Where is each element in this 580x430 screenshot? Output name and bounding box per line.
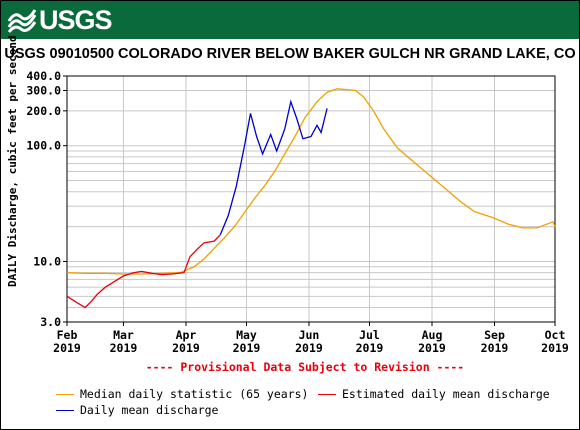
x-tick-label-year: 2019 [233, 341, 261, 355]
x-tick-label-month: May [236, 328, 257, 342]
provisional-note: ---- Provisional Data Subject to Revisio… [145, 360, 465, 374]
usgs-banner: USGS [1, 1, 579, 39]
x-tick-label-year: 2019 [110, 341, 138, 355]
x-tick-label-year: 2019 [481, 341, 509, 355]
y-tick-label: 100.0 [26, 139, 61, 153]
y-tick-label: 200.0 [26, 104, 61, 118]
x-tick-label-month: Oct [545, 328, 566, 342]
x-tick-label-year: 2019 [356, 341, 384, 355]
x-tick-label-month: Mar [113, 328, 134, 342]
x-tick-label-year: 2019 [541, 341, 569, 355]
series-line-0 [66, 88, 556, 275]
legend-label-median: Median daily statistic (65 years) [80, 387, 309, 401]
series-line-2 [219, 99, 328, 236]
x-tick-label-year: 2019 [418, 341, 446, 355]
x-tick-label-month: Sep [484, 328, 505, 342]
series-line-1 [66, 234, 221, 309]
usgs-wave-icon [7, 9, 37, 33]
y-tick-label: 300.0 [26, 83, 61, 97]
x-tick-label-month: Jul [359, 328, 380, 342]
y-axis-label: DAILY Discharge, cubic feet per second [6, 35, 19, 287]
legend-swatch-daily [56, 409, 74, 411]
legend-label-daily: Daily mean discharge [80, 403, 219, 417]
plot-area [66, 75, 556, 323]
page-title: USGS 09010500 COLORADO RIVER BELOW BAKER… [4, 46, 576, 62]
x-tick-label-month: Jun [299, 328, 320, 342]
x-tick-label-month: Apr [176, 328, 197, 342]
x-tick-label-year: 2019 [172, 341, 200, 355]
y-tick-label: 400.0 [26, 69, 61, 83]
legend-swatch-estimated [318, 393, 336, 395]
legend-item-median: Median daily statistic (65 years) [56, 387, 308, 401]
x-tick-label-month: Feb [57, 328, 78, 342]
usgs-logo-text: USGS [39, 4, 113, 35]
legend-label-estimated: Estimated daily mean discharge [342, 387, 550, 401]
legend-swatch-median [56, 393, 74, 395]
y-tick-label: 10.0 [33, 254, 61, 268]
legend-item-daily: Daily mean discharge [56, 403, 218, 417]
legend-item-estimated: Estimated daily mean discharge [318, 387, 550, 401]
x-tick-label-month: Aug [422, 328, 443, 342]
x-tick-label-year: 2019 [53, 341, 81, 355]
y-tick-label: 3.0 [40, 315, 61, 329]
x-tick-label-year: 2019 [295, 341, 323, 355]
usgs-logo[interactable]: USGS [7, 4, 113, 35]
